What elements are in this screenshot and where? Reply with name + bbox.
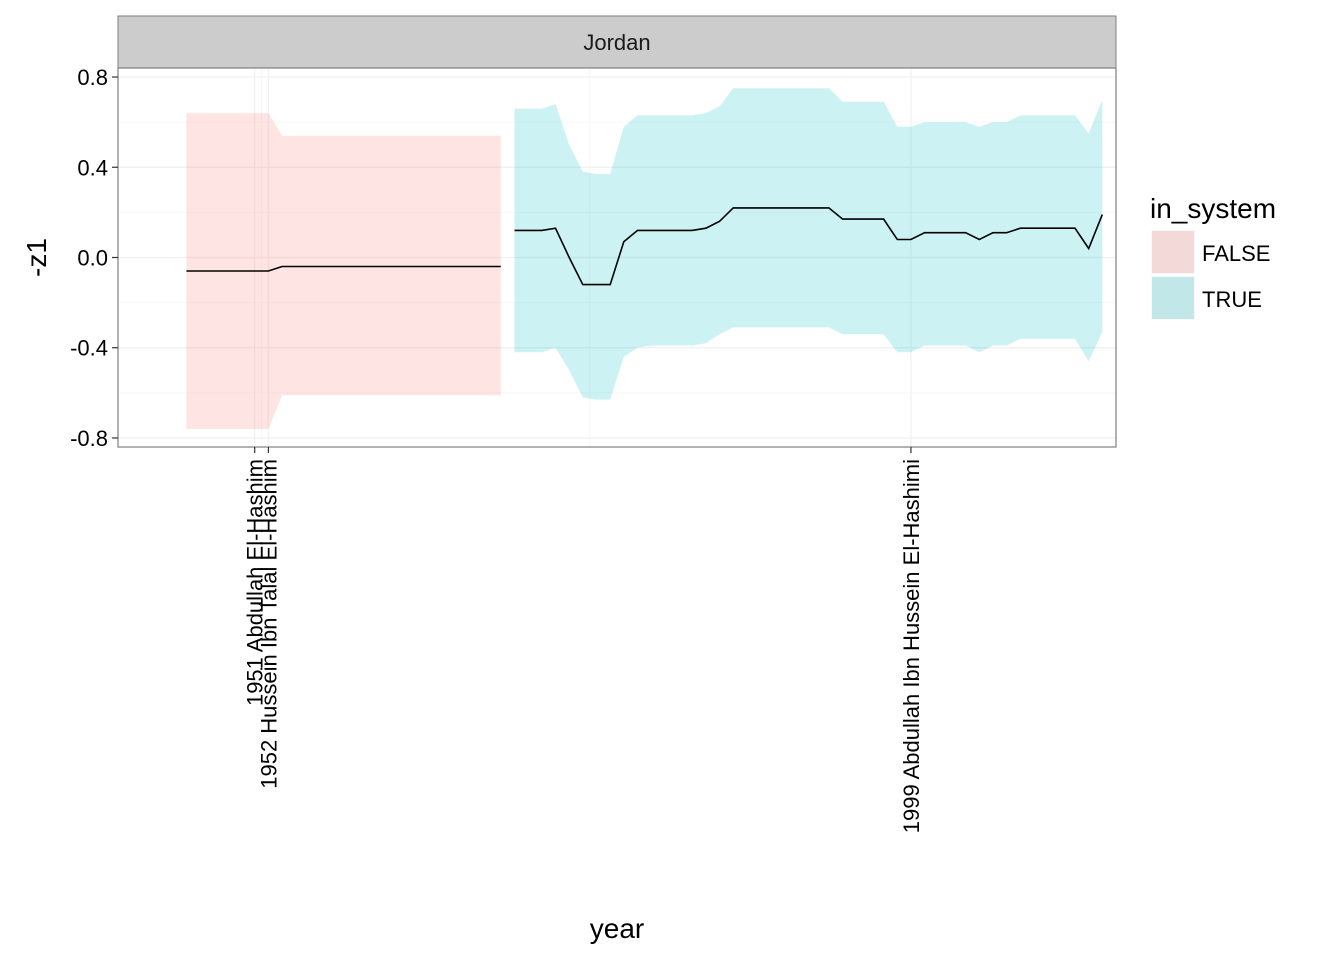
y-axis: -0.8 -0.4 0.0 0.4 0.8 <box>70 65 118 451</box>
legend-key-bg <box>1150 229 1196 275</box>
facet-strip-label: Jordan <box>583 30 650 55</box>
y-tick-label: 0.0 <box>77 246 108 271</box>
ribbons <box>186 88 1103 429</box>
y-tick-label: 0.4 <box>77 155 108 180</box>
legend: in_system FALSE TRUE <box>1150 193 1276 321</box>
series-lines <box>186 207 1104 286</box>
line-true <box>514 207 1104 286</box>
y-axis-title: -z1 <box>21 238 52 277</box>
line-false <box>186 265 501 272</box>
y-tick-label: 0.8 <box>77 65 108 90</box>
legend-swatch-false <box>1152 231 1194 273</box>
legend-key-bg <box>1150 275 1196 321</box>
y-tick-label: -0.8 <box>70 426 108 451</box>
x-tick-label: 1952 Hussein Ibn Talal El-Hashim <box>256 459 281 789</box>
y-tick-label: -0.4 <box>70 336 108 361</box>
facet-strip <box>117 15 1117 69</box>
legend-swatch-true <box>1152 277 1194 319</box>
x-axis-title: year <box>590 913 644 944</box>
grid-major <box>118 68 1116 447</box>
ribbon-true <box>514 88 1103 400</box>
ribbon-false <box>186 113 501 429</box>
legend-title: in_system <box>1150 193 1276 224</box>
legend-label-false: FALSE <box>1202 241 1270 266</box>
x-tick-label: 1999 Abdullah Ibn Hussein El-Hashimi <box>899 459 924 833</box>
legend-label-true: TRUE <box>1202 287 1262 312</box>
x-tick-label: 1951 Abdullah El-Hashim <box>243 459 268 706</box>
